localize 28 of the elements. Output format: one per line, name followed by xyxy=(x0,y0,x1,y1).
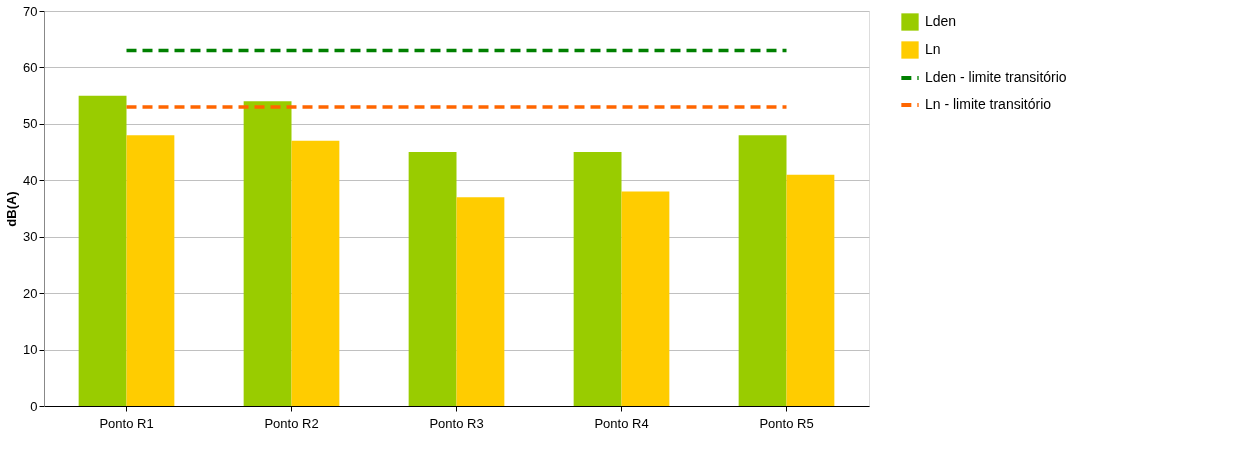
bar xyxy=(78,95,127,406)
x-tick-label: Ponto R2 xyxy=(264,415,319,431)
y-tick-label: 40 xyxy=(23,172,38,188)
y-tick-label: 0 xyxy=(30,398,38,414)
bar xyxy=(408,152,457,406)
x-tick-label: Ponto R1 xyxy=(99,415,154,431)
x-tick-label: Ponto R3 xyxy=(429,415,484,431)
legend-label: Ln - limite transitório xyxy=(925,96,1052,112)
bar xyxy=(126,135,175,406)
bar xyxy=(456,197,505,406)
bar xyxy=(573,152,622,406)
y-tick-label: 60 xyxy=(23,59,38,75)
x-tick-label: Ponto R4 xyxy=(594,415,649,431)
bar xyxy=(291,140,340,406)
x-tick-label: Ponto R5 xyxy=(759,415,814,431)
bar xyxy=(786,174,835,406)
bar xyxy=(621,191,670,406)
y-tick-label: 50 xyxy=(23,116,38,132)
y-axis-title: dB(A) xyxy=(4,191,20,227)
legend-label: Ln xyxy=(925,41,941,57)
y-tick-label: 10 xyxy=(23,342,38,358)
legend-label: Lden xyxy=(925,13,957,29)
bar xyxy=(243,101,292,406)
y-tick-label: 20 xyxy=(23,285,38,301)
bar xyxy=(738,135,787,406)
legend-label: Lden - limite transitório xyxy=(925,69,1067,85)
y-tick-label: 30 xyxy=(23,229,38,245)
y-tick-label: 70 xyxy=(23,3,38,19)
